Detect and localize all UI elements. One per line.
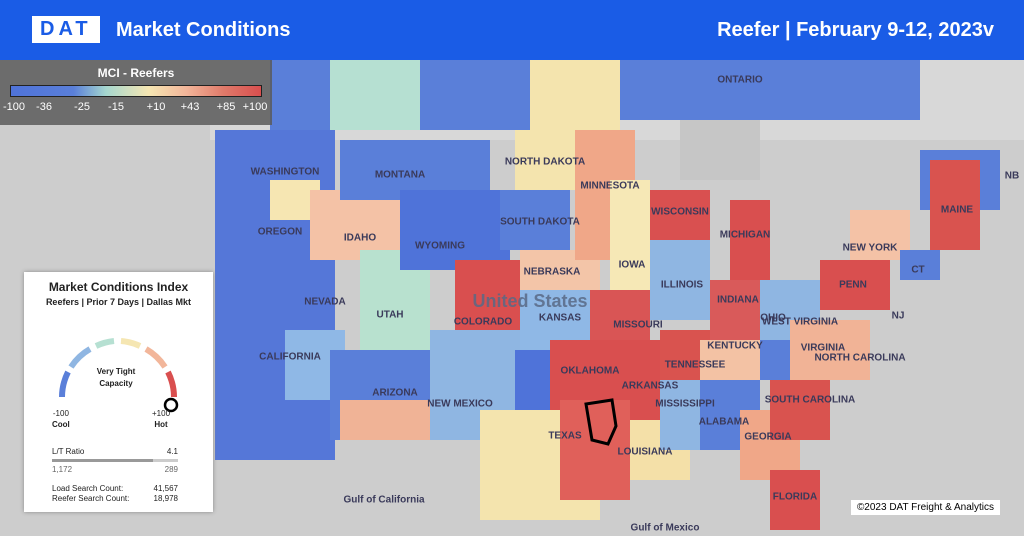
legend-tick: +43 — [180, 101, 200, 113]
logo: DAT — [32, 16, 100, 43]
state-label: ILLINOIS — [661, 280, 704, 291]
state-label: KENTUCKY — [707, 341, 763, 352]
state-label: ONTARIO — [717, 75, 763, 86]
state-label: OKLAHOMA — [561, 366, 620, 377]
state-label: MINNESOTA — [580, 181, 639, 192]
legend-tick: -100 — [2, 101, 26, 113]
state-label: MISSOURI — [613, 320, 663, 331]
ratio-value: 4.1 — [166, 447, 178, 456]
max-label: Hot — [154, 420, 168, 429]
state-label: ARIZONA — [372, 388, 418, 399]
state-label: UTAH — [376, 310, 403, 321]
legend-tick: +100 — [242, 101, 268, 113]
state-label: NEVADA — [304, 297, 345, 308]
state-label: SOUTH DAKOTA — [500, 217, 580, 228]
header: DAT Market Conditions Reefer | February … — [0, 0, 1024, 60]
state-label: IOWA — [619, 260, 646, 271]
state-label: MICHIGAN — [720, 230, 771, 241]
state-label: NORTH DAKOTA — [505, 157, 585, 168]
ratio-label: L/T Ratio — [52, 447, 85, 456]
max: +100 — [152, 409, 171, 418]
equipment: Reefer — [717, 19, 780, 41]
reefer-search: 18,978 — [153, 494, 178, 503]
legend-tick: +85 — [216, 101, 236, 113]
state-label: WISCONSIN — [651, 207, 709, 218]
header-info: Reefer | February 9-12, 2023v — [717, 19, 994, 42]
legend-bar — [10, 85, 262, 97]
state-label: WEST VIRGINIA — [762, 317, 838, 328]
load-search: 41,567 — [153, 484, 178, 493]
state-label: Gulf of California — [343, 495, 425, 506]
country-label: United States — [472, 291, 587, 311]
state-label: NEW YORK — [843, 243, 899, 254]
legend-tick: -25 — [74, 101, 90, 113]
ratio: L/T Ratio 4.1 1,172 289 — [52, 447, 178, 474]
legend: MCI - Reefers -100 -36 -25 -15 +10 +43 +85 +100 — [0, 60, 272, 125]
state-label: ARKANSAS — [622, 381, 679, 392]
state-label: MISSISSIPPI — [655, 399, 715, 410]
state-label: TEXAS — [548, 431, 582, 442]
state-label: MAINE — [941, 205, 974, 216]
state-label: OREGON — [258, 227, 302, 238]
legend-ticks: -100 -36 -25 -15 +10 +43 +85 +100 — [0, 101, 272, 117]
state-label: VIRGINIA — [801, 343, 845, 354]
state-label: WYOMING — [415, 241, 465, 252]
gauge-status: Very Tight Capacity — [96, 367, 136, 388]
state-label: FLORIDA — [773, 492, 817, 503]
state-label: CT — [911, 265, 924, 276]
state-label: IDAHO — [344, 233, 376, 244]
min-label: Cool — [52, 420, 70, 429]
state-label: SOUTH CAROLINA — [765, 395, 856, 406]
state-label: ALABAMA — [699, 417, 750, 428]
header-title: Market Conditions — [116, 19, 291, 41]
state-label: NB — [1005, 171, 1019, 182]
load-search-label: Load Search Count: — [52, 484, 124, 493]
state-label: OHIO — [760, 313, 786, 324]
state-label: NEW MEXICO — [427, 399, 493, 410]
state-label: CALIFORNIA — [259, 352, 321, 363]
state-label: INDIANA — [717, 295, 759, 306]
reefer-search-label: Reefer Search Count: — [52, 494, 130, 503]
copyright: ©2023 DAT Freight & Analytics — [850, 500, 1000, 515]
panel-title: Market Conditions Index — [48, 280, 189, 294]
gauge — [59, 338, 179, 413]
state-label: WASHINGTON — [251, 167, 320, 178]
search-counts: Load Search Count: 41,567 Reefer Search C… — [52, 484, 178, 504]
legend-title: MCI - Reefers — [97, 66, 175, 80]
legend-tick: -36 — [36, 101, 52, 113]
legend-tick: -15 — [108, 101, 124, 113]
state-label: COLORADO — [454, 317, 513, 328]
state-label: NJ — [892, 311, 905, 322]
market-outline — [584, 398, 618, 446]
panel: Market Conditions Index Reefers | Prior … — [24, 272, 213, 512]
state-label: PENN — [839, 280, 867, 291]
min: -100 — [52, 409, 69, 418]
state-label: GEORGIA — [744, 432, 791, 443]
state-label: NORTH CAROLINA — [814, 353, 905, 364]
panel-subtitle: Reefers | Prior 7 Days | Dallas Mkt — [45, 297, 192, 307]
loads: 1,172 — [52, 465, 73, 474]
dates: | February 9-12, 2023v — [784, 19, 994, 41]
state-labels: ONTARIO WASHINGTON OREGON IDAHO MONTANA WYOMI… — [251, 75, 1020, 534]
trucks: 289 — [164, 465, 178, 474]
state-label: TENNESSEE — [665, 360, 726, 371]
gauge-min: -100 Cool — [52, 408, 70, 430]
state-label: KANSAS — [539, 313, 582, 324]
state-label: MONTANA — [375, 170, 425, 181]
state-label: LOUISIANA — [618, 447, 673, 458]
state-label: Gulf of Mexico — [631, 523, 700, 534]
regions — [210, 60, 1024, 530]
gauge-max: +100 Hot — [152, 408, 170, 430]
legend-tick: +10 — [146, 101, 166, 113]
state-label: NEBRASKA — [524, 267, 581, 278]
